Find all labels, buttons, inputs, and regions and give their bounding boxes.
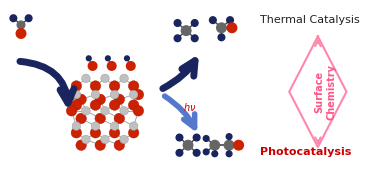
Circle shape	[191, 35, 198, 42]
Circle shape	[71, 127, 82, 138]
Circle shape	[191, 20, 198, 26]
Circle shape	[95, 94, 105, 105]
Circle shape	[76, 94, 87, 105]
Circle shape	[218, 34, 225, 41]
Circle shape	[193, 149, 200, 156]
Circle shape	[90, 81, 101, 91]
Circle shape	[133, 106, 144, 116]
Circle shape	[209, 17, 216, 23]
Circle shape	[95, 113, 105, 124]
Circle shape	[82, 135, 90, 144]
Circle shape	[234, 140, 243, 150]
Circle shape	[226, 134, 232, 139]
Circle shape	[17, 21, 25, 29]
Circle shape	[125, 56, 129, 61]
Circle shape	[193, 134, 200, 141]
Circle shape	[183, 140, 193, 150]
Circle shape	[210, 140, 220, 150]
Text: $h\nu$: $h\nu$	[183, 101, 197, 113]
Circle shape	[95, 140, 105, 150]
Circle shape	[91, 90, 100, 99]
Circle shape	[226, 151, 232, 157]
Circle shape	[72, 122, 81, 130]
Circle shape	[10, 15, 17, 22]
Circle shape	[109, 81, 120, 91]
Circle shape	[114, 94, 125, 105]
Circle shape	[129, 81, 139, 91]
Circle shape	[110, 90, 119, 99]
Circle shape	[174, 35, 181, 42]
Circle shape	[227, 23, 237, 33]
Circle shape	[203, 149, 209, 155]
Circle shape	[67, 106, 77, 116]
Circle shape	[129, 90, 138, 99]
Circle shape	[120, 74, 129, 83]
Circle shape	[217, 23, 226, 33]
Circle shape	[90, 100, 101, 110]
Circle shape	[203, 136, 209, 141]
Circle shape	[91, 122, 100, 130]
Circle shape	[76, 140, 87, 150]
Circle shape	[174, 20, 181, 26]
Circle shape	[212, 151, 218, 157]
Circle shape	[127, 62, 135, 70]
Circle shape	[67, 89, 77, 100]
Circle shape	[88, 62, 97, 70]
Circle shape	[176, 149, 183, 156]
Circle shape	[101, 106, 109, 115]
Circle shape	[114, 113, 125, 124]
Circle shape	[109, 127, 120, 138]
Circle shape	[101, 74, 109, 83]
Circle shape	[82, 74, 90, 83]
Circle shape	[120, 135, 129, 144]
Circle shape	[114, 140, 125, 150]
Circle shape	[82, 106, 90, 115]
Circle shape	[227, 17, 233, 23]
Text: Surface
Chemistry: Surface Chemistry	[314, 64, 337, 120]
Circle shape	[176, 134, 183, 141]
Circle shape	[107, 62, 116, 70]
Circle shape	[90, 127, 101, 138]
Circle shape	[120, 106, 129, 115]
Text: Thermal Catalysis: Thermal Catalysis	[260, 15, 359, 25]
Circle shape	[110, 122, 119, 130]
Circle shape	[129, 127, 139, 138]
Circle shape	[109, 100, 120, 110]
Circle shape	[129, 100, 139, 110]
Circle shape	[181, 26, 191, 35]
Circle shape	[71, 81, 82, 91]
Circle shape	[87, 56, 91, 61]
Circle shape	[76, 113, 87, 124]
Circle shape	[71, 100, 82, 110]
Text: Photocatalysis: Photocatalysis	[260, 147, 351, 157]
Circle shape	[72, 90, 81, 99]
Circle shape	[105, 56, 110, 61]
Circle shape	[129, 122, 138, 130]
Circle shape	[101, 135, 109, 144]
Circle shape	[25, 15, 32, 22]
Circle shape	[133, 89, 144, 100]
Circle shape	[16, 29, 26, 38]
Circle shape	[224, 140, 234, 150]
